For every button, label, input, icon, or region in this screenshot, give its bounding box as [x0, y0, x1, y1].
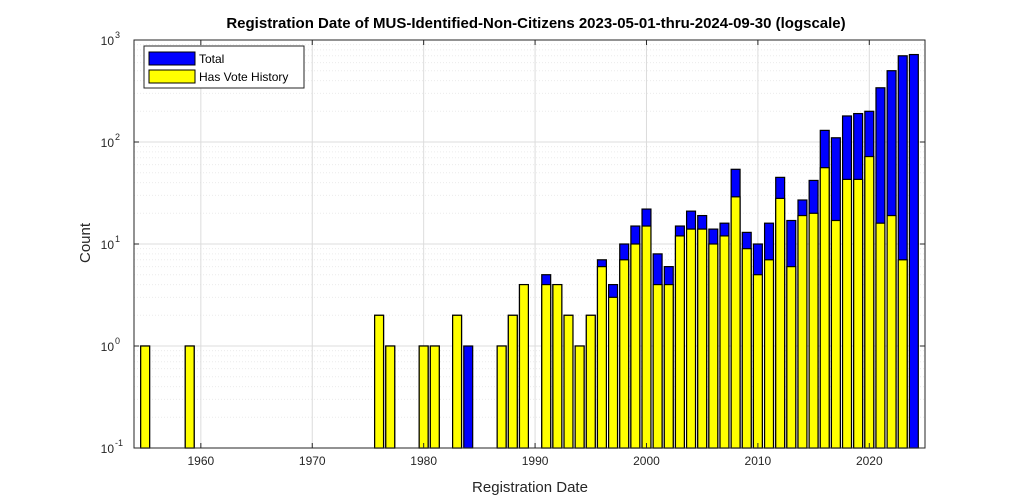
- bar-has-vote-history-2017: [830, 219, 841, 449]
- bar-has-vote-history-2020: [864, 155, 875, 449]
- bar-has-vote-history-1997: [607, 296, 619, 449]
- bar-has-vote-history-1977: [385, 345, 396, 449]
- bar-has-vote-history-1987: [496, 345, 507, 449]
- legend-label-total: Total: [199, 52, 224, 66]
- bar-has-vote-history-2007: [719, 235, 730, 449]
- chart-title: Registration Date of MUS-Identified-Non-…: [226, 15, 845, 32]
- bar-has-vote-history-1998: [619, 259, 630, 449]
- y-tick-label-exponent: 2: [115, 132, 120, 142]
- bar-has-vote-history-1993: [563, 314, 574, 449]
- y-tick-label: 10: [101, 442, 115, 456]
- bar-has-vote-history-1989: [518, 283, 529, 449]
- bar-has-vote-history-1980: [418, 345, 429, 449]
- y-tick-label: 10: [101, 136, 115, 150]
- y-tick-label: 10: [101, 238, 115, 252]
- bar-has-vote-history-2019: [853, 178, 864, 449]
- x-tick-label: 1960: [187, 454, 214, 468]
- bar-has-vote-history-1983: [452, 314, 463, 449]
- bar-has-vote-history-1988: [507, 314, 518, 449]
- y-tick-label-exponent: 1: [115, 234, 120, 244]
- x-tick-label: 2010: [745, 454, 772, 468]
- bar-has-vote-history-2001: [652, 283, 663, 449]
- bar-has-vote-history-1994: [574, 345, 585, 449]
- bar-has-vote-history-2022: [886, 214, 897, 449]
- y-tick-label-exponent: -1: [115, 438, 123, 448]
- bar-has-vote-history-2003: [674, 235, 685, 449]
- bar-has-vote-history-2006: [708, 243, 719, 449]
- bar-has-vote-history-1959: [184, 345, 195, 449]
- x-axis-ticks: 1960 1970 1980 1990 2000 2010 2020: [187, 40, 883, 468]
- bar-has-vote-history-2008: [730, 196, 741, 449]
- bar-has-vote-history-2000: [641, 225, 652, 449]
- y-tick-label: 10: [101, 34, 115, 48]
- bars: [140, 53, 919, 449]
- bar-has-vote-history-2021: [875, 222, 886, 449]
- bar-has-vote-history-1981: [429, 345, 440, 449]
- y-axis-label: Count: [77, 222, 94, 263]
- legend-swatch-has-vote-history: [148, 69, 196, 84]
- bar-total-1984: [463, 345, 474, 449]
- legend-label-has-vote-history: Has Vote History: [199, 70, 288, 84]
- x-tick-label: 2000: [633, 454, 660, 468]
- bar-has-vote-history-2018: [841, 178, 853, 449]
- bar-has-vote-history-1976: [374, 314, 385, 449]
- y-tick-label: 10: [101, 340, 115, 354]
- bar-has-vote-history-2002: [663, 283, 674, 449]
- bar-has-vote-history-2010: [752, 274, 763, 449]
- bar-has-vote-history-2004: [685, 228, 697, 449]
- x-tick-label: 2020: [856, 454, 883, 468]
- y-tick-label-exponent: 0: [115, 336, 120, 346]
- bar-has-vote-history-2016: [819, 167, 830, 449]
- bar-has-vote-history-2023: [897, 259, 908, 449]
- legend: Total Has Vote History: [143, 45, 305, 89]
- x-tick-label: 1970: [299, 454, 326, 468]
- bar-has-vote-history-2014: [797, 214, 808, 449]
- bar-has-vote-history-1991: [541, 283, 552, 449]
- bar-total-2024: [908, 53, 919, 449]
- x-tick-label: 1990: [522, 454, 549, 468]
- bar-has-vote-history-1996: [596, 266, 607, 449]
- bar-has-vote-history-2015: [808, 212, 819, 449]
- x-tick-label: 1980: [410, 454, 437, 468]
- x-axis-label: Registration Date: [472, 479, 588, 496]
- bar-has-vote-history-2005: [697, 228, 708, 449]
- bar-has-vote-history-2012: [775, 197, 786, 449]
- bar-has-vote-history-1995: [585, 314, 596, 449]
- bar-has-vote-history-1955: [140, 345, 151, 449]
- legend-swatch-total: [148, 51, 196, 66]
- bar-has-vote-history-2009: [741, 248, 752, 449]
- y-tick-label-exponent: 3: [115, 30, 120, 40]
- bar-has-vote-history-2011: [763, 259, 775, 449]
- bar-has-vote-history-1999: [630, 243, 641, 449]
- bar-has-vote-history-2013: [786, 266, 797, 449]
- bar-has-vote-history-1992: [552, 283, 563, 449]
